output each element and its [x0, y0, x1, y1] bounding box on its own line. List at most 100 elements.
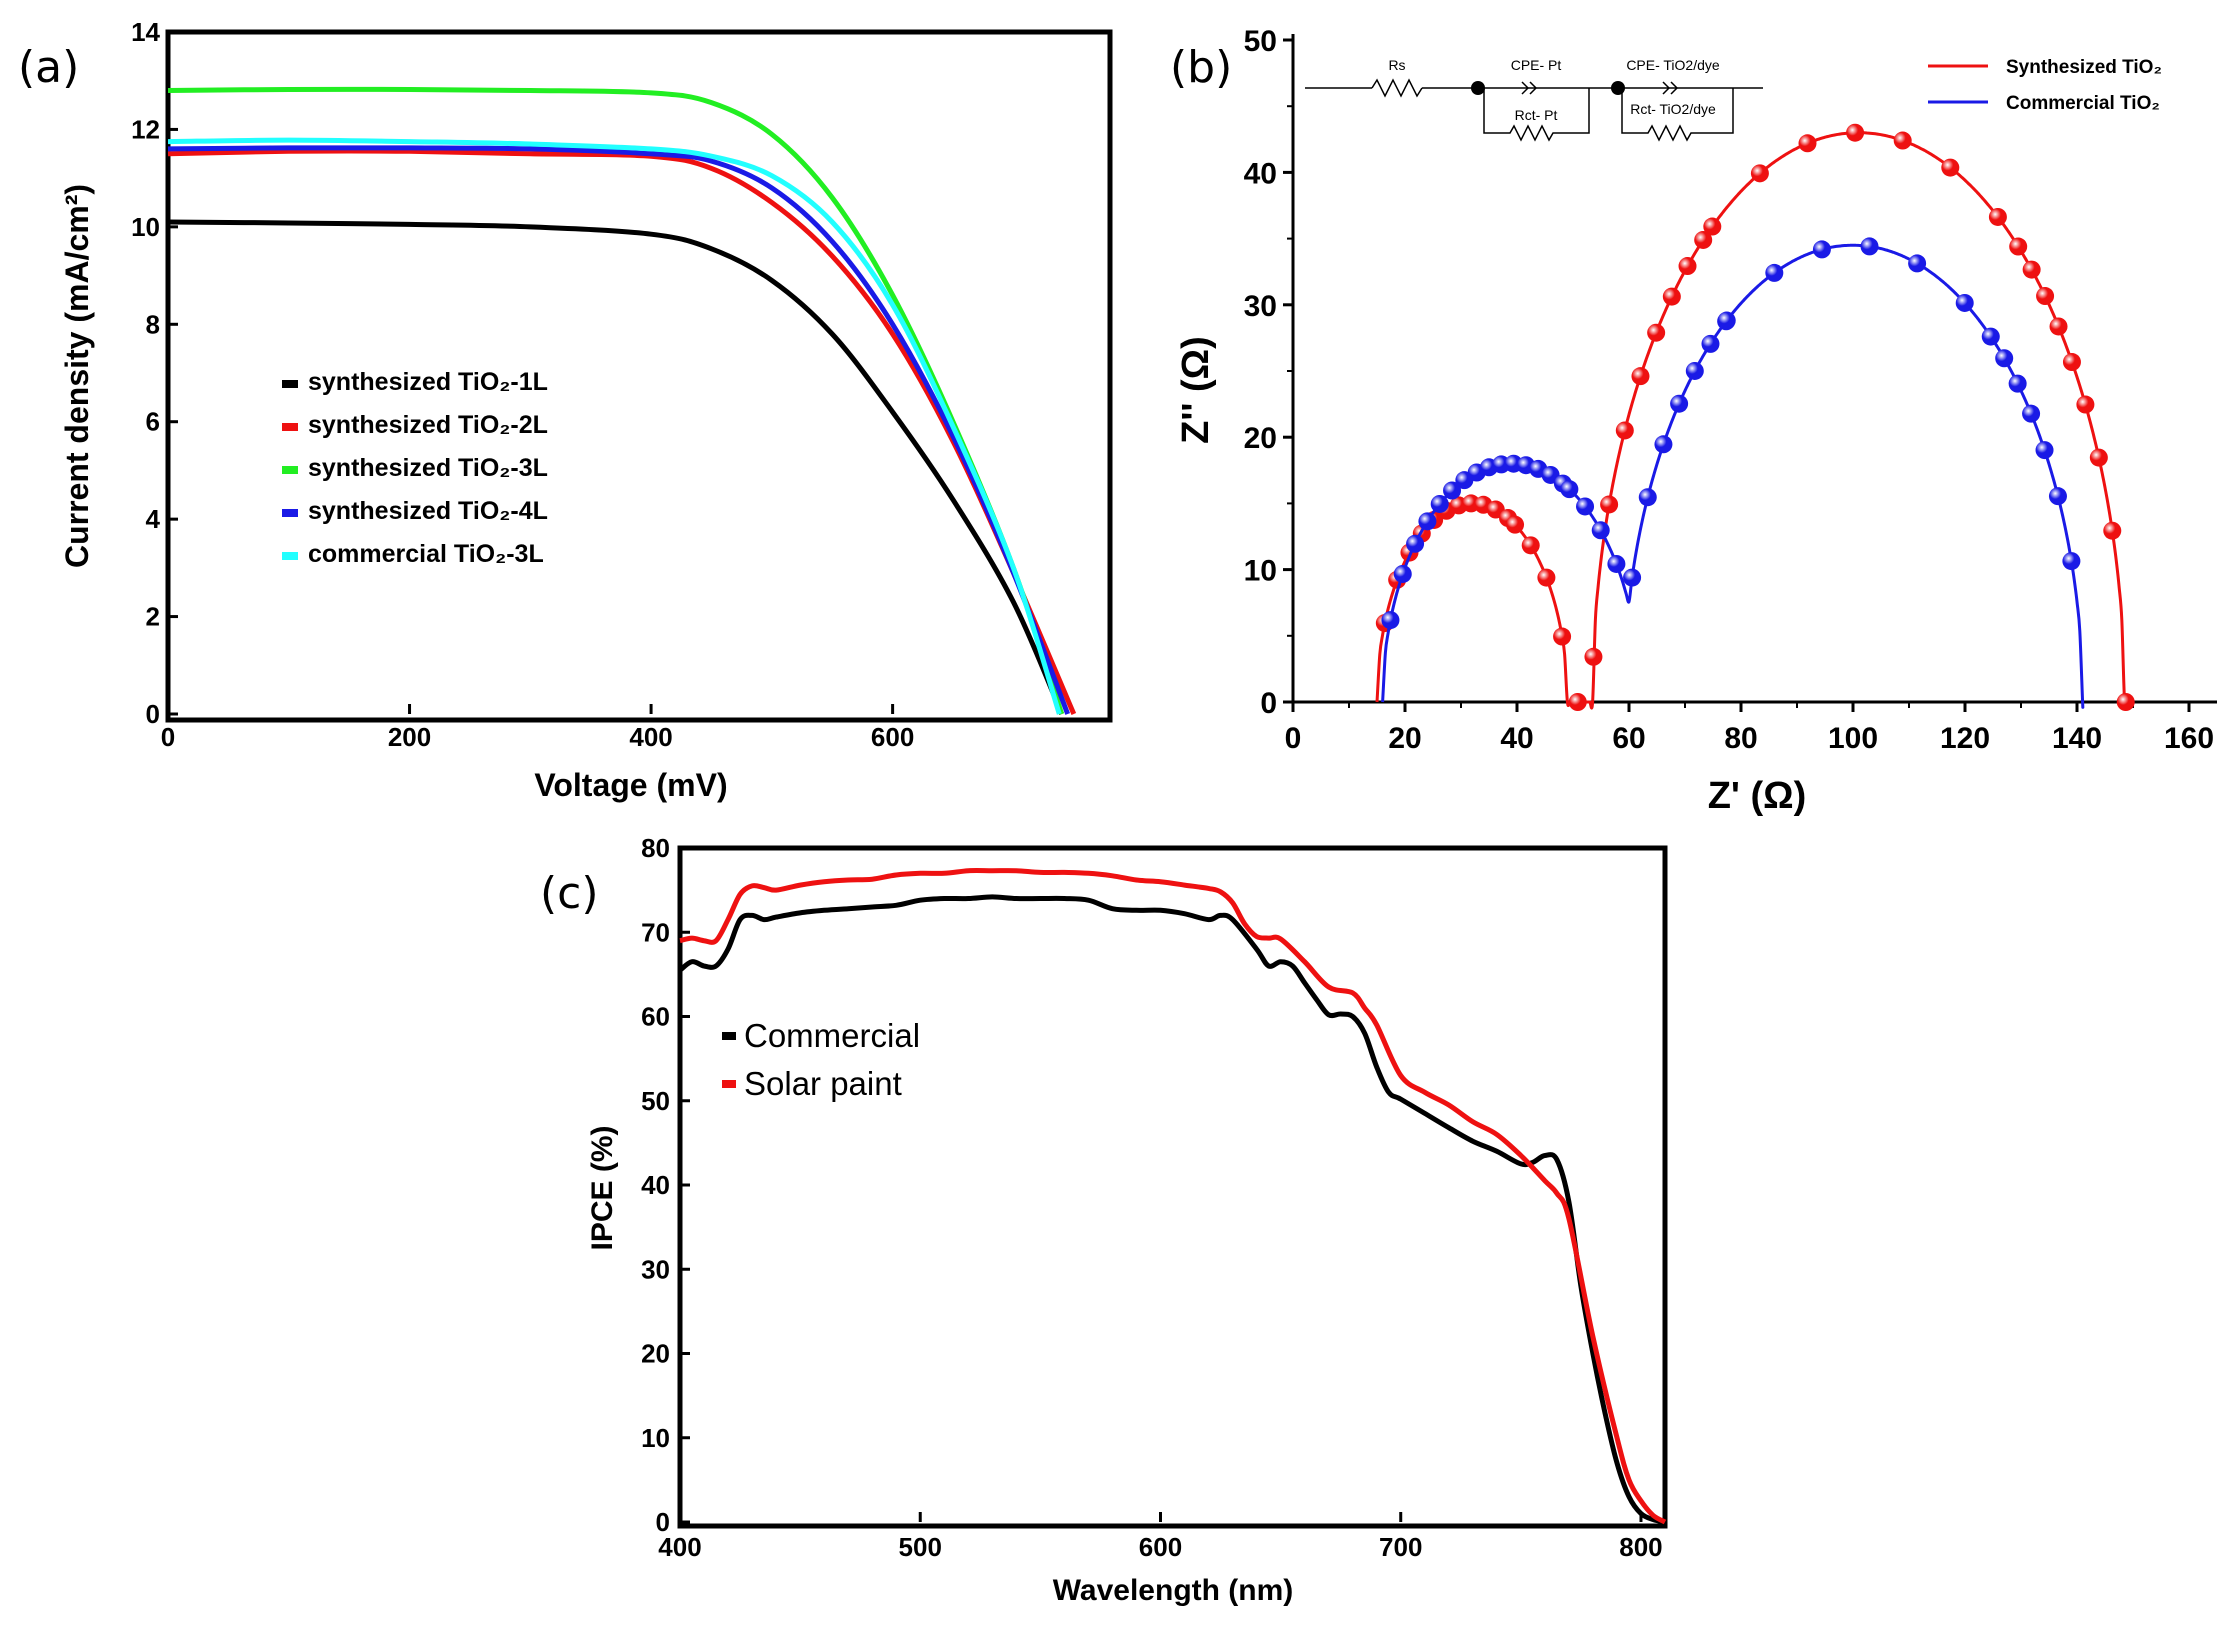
panel-b-data-point	[1647, 323, 1666, 342]
panel-b-data-point	[2022, 404, 2041, 423]
panel-b-ytick-label: 20	[1244, 422, 1277, 455]
panel-b-data-point	[1623, 568, 1642, 587]
panel-b-data-point	[1537, 568, 1556, 587]
node-1	[1471, 81, 1485, 95]
panel-b-data-point	[1584, 647, 1603, 666]
panel-a-ytick-label: 14	[131, 17, 160, 47]
circuit-cpe-pt-label: CPE- Pt	[1511, 57, 1562, 73]
panel-c-xtick-label: 400	[658, 1532, 701, 1562]
panel-b-xlabel: Z' (Ω)	[1708, 775, 1807, 817]
panel-c-legend-swatch	[722, 1080, 736, 1088]
panel-b-ytick-label: 40	[1244, 157, 1277, 190]
panel-b-data-point	[2089, 448, 2108, 467]
panel-b-data-point	[1638, 488, 1657, 507]
panel-a-legend-swatch	[282, 380, 298, 388]
panel-b-data-point	[1941, 158, 1960, 177]
panel-b-data-point	[1393, 564, 1412, 583]
panel-b-data-point	[1521, 536, 1540, 555]
panel-a-xtick-label: 600	[871, 722, 914, 752]
panel-b-data-point	[1560, 480, 1579, 499]
panel-b-data-point	[1717, 311, 1736, 330]
cpe-pt-symbol	[1521, 81, 1530, 95]
panel-a-legend-label: synthesized TiO₂-3L	[308, 454, 548, 482]
circuit-rct-pt-label: Rct- Pt	[1515, 107, 1558, 123]
panel-c-ticks: 0 10 20 30 40 50 60 70 80 400 500 600 700 800	[641, 833, 1663, 1562]
panel-a-xtick-label: 200	[388, 722, 431, 752]
panel-a-ytick-label: 0	[146, 699, 160, 729]
panel-b-data-point	[2049, 317, 2068, 336]
panel-a-xtick-label: 0	[161, 722, 175, 752]
panel-b-fit-line-1	[1375, 131, 2130, 710]
panel-b-ticks: 0 10 20 30 40 50 0 20 40 60 80 100 120 140 160	[1244, 25, 2214, 755]
panel-a-ytick-label: 10	[131, 212, 160, 242]
panel-a-legend-label: synthesized TiO₂-4L	[308, 497, 548, 525]
panel-b-legend: Synthesized TiO₂ Commercial TiO₂	[1928, 57, 2162, 114]
panel-b-data-point	[2103, 521, 2122, 540]
panel-b-ytick-label: 10	[1244, 555, 1277, 588]
panel-c-ytick-label: 0	[656, 1507, 670, 1537]
panel-b-data-point	[1615, 421, 1634, 440]
panel-a-series	[167, 86, 1077, 715]
panel-b-data-point	[1600, 495, 1619, 514]
panel-c-series	[678, 868, 1667, 1525]
panel-b-data-point	[1678, 257, 1697, 276]
panel-b-legend-label: Synthesized TiO₂	[2006, 57, 2162, 78]
panel-a-xtick-label: 400	[629, 722, 672, 752]
panel-c-label: (c)	[540, 868, 599, 919]
panel-b-data-point	[1798, 134, 1817, 153]
panel-c-ytick-label: 20	[641, 1339, 670, 1369]
panel-b-data-point	[2048, 487, 2067, 506]
panel-a-frame	[165, 29, 1113, 723]
panel-a-ytick-label: 2	[146, 602, 160, 632]
panel-b-ytick-label: 30	[1244, 290, 1277, 323]
panel-a-series-line-5	[167, 137, 1062, 715]
panel-b-series	[1375, 123, 2135, 711]
panel-c-xtick-label: 700	[1379, 1532, 1422, 1562]
panel-a-series-line-3	[167, 86, 1065, 715]
panel-a-series-line-4	[167, 145, 1071, 715]
panel-a-legend-swatch	[282, 466, 298, 474]
panel-b-data-point	[1995, 349, 2014, 368]
panel-b-xtick-label: 20	[1388, 722, 1421, 755]
panel-b-data-point	[1662, 287, 1681, 306]
panel-b-data-point	[1607, 554, 1626, 573]
panel-a-ticks: 0 2 4 6 8 10 12 14 0 200 400 600	[131, 17, 914, 752]
panel-a-legend-label: commercial TiO₂-3L	[308, 540, 544, 568]
panel-b-xtick-label: 140	[2052, 722, 2102, 755]
panel-c-ytick-label: 10	[641, 1423, 670, 1453]
panel-b-data-point	[1654, 435, 1673, 454]
panel-a-legend-swatch	[282, 552, 298, 560]
panel-b-data-point	[1553, 627, 1572, 646]
panel-b-data-point	[1631, 367, 1650, 386]
panel-b-axes	[1291, 34, 2217, 704]
panel-a-series-line-1	[167, 219, 1064, 715]
circuit-rs-label: Rs	[1388, 57, 1405, 73]
panel-b-data-point	[2062, 552, 2081, 571]
panel-a-ytick-label: 4	[146, 504, 161, 534]
circuit-rct-dye-label: Rct- TiO2/dye	[1630, 101, 1716, 117]
panel-a-ytick-label: 6	[146, 407, 160, 437]
panel-c-xlabel: Wavelength (nm)	[1053, 1574, 1294, 1607]
panel-b-data-point	[2008, 374, 2027, 393]
panel-a-ytick-label: 12	[131, 114, 160, 144]
panel-c-frame	[677, 845, 1668, 1529]
panel-b-data-point	[1860, 237, 1879, 256]
panel-b-data-point	[1981, 327, 2000, 346]
panel-b-data-point	[1846, 123, 1865, 142]
rct-dye-resistor	[1621, 88, 1734, 142]
panel-b-data-point	[1506, 515, 1525, 534]
panel-a-legend-label: synthesized TiO₂-2L	[308, 411, 548, 439]
panel-c-ytick-label: 70	[641, 917, 670, 947]
rct-pt-resistor	[1483, 88, 1590, 142]
cpe-dye-symbol	[1662, 81, 1671, 95]
panel-b-ylabel: Z'' (Ω)	[1175, 336, 1217, 444]
panel-b-ytick-label: 0	[1260, 687, 1277, 720]
panel-a-ytick-label: 8	[146, 309, 160, 339]
panel-b-xtick-label: 100	[1828, 722, 1878, 755]
panel-b-ytick-label: 50	[1244, 25, 1277, 58]
panel-a-legend: synthesized TiO₂-1L synthesized TiO₂-2L sy…	[282, 368, 548, 568]
panel-b-xtick-label: 120	[1940, 722, 1990, 755]
panel-c-xtick-label: 800	[1619, 1532, 1662, 1562]
equivalent-circuit: Rs CPE- Pt Rct- Pt CPE- TiO2/dye Rct- Ti…	[1305, 57, 1763, 142]
